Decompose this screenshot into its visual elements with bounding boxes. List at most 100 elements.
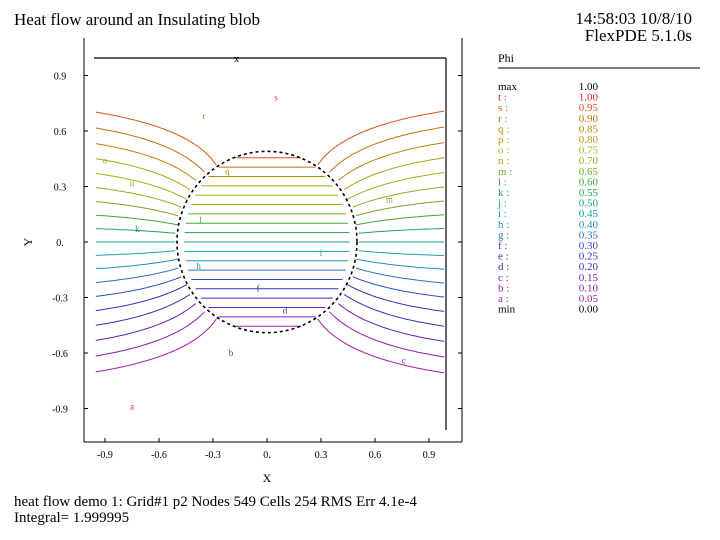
legend-level-label: p : <box>498 134 509 146</box>
legend-level-value: 0.35 <box>579 229 599 241</box>
legend-level-value: 0.05 <box>579 293 599 305</box>
contour-label-k: k <box>135 224 140 234</box>
legend-level-value: 0.95 <box>579 102 599 114</box>
contour-line-r <box>329 126 445 173</box>
contour-line-r <box>95 127 205 173</box>
x-tick-label: 0.6 <box>369 450 382 461</box>
legend-level-label: b : <box>498 282 509 294</box>
run-stamp: 14:58:03 10/8/10 FlexPDE 5.1.0s <box>575 10 692 44</box>
contour-label-h: h <box>196 261 201 271</box>
contour-line-i <box>95 250 176 256</box>
legend-level-value: 0.30 <box>579 240 599 252</box>
contour-line-m <box>355 200 445 217</box>
x-tick-label: -0.9 <box>97 450 113 461</box>
legend-level-value: 0.20 <box>579 261 599 273</box>
y-tick-label: -0.9 <box>52 405 68 416</box>
legend-level-value: 0.25 <box>579 251 599 263</box>
legend-level-value: 0.90 <box>579 113 599 125</box>
legend-level-label: i : <box>498 208 507 220</box>
contour-line-h <box>355 258 445 270</box>
contour-line-l <box>95 214 179 226</box>
contour-line-f <box>95 276 182 297</box>
contour-line-f <box>352 276 445 298</box>
software-version: FlexPDE 5.1.0s <box>584 26 692 45</box>
legend-level-label: d : <box>498 261 509 273</box>
legend-min-value: 0.00 <box>579 304 599 316</box>
legend-level-value: 0.45 <box>579 208 599 220</box>
contour-line-n <box>352 186 445 208</box>
integral-readout: Integral= 1.999995 <box>14 510 130 526</box>
contour-line-c <box>95 303 197 341</box>
legend-level-label: m : <box>498 166 512 178</box>
contour-line-c <box>337 303 445 342</box>
contour-line-o <box>346 172 445 200</box>
legend-level-label: o : <box>498 145 509 157</box>
contour-line-a <box>317 318 445 374</box>
x-tick-label: -0.6 <box>151 450 167 461</box>
legend-min-label: min <box>498 304 516 316</box>
contour-line-s <box>95 111 217 166</box>
legend-level-label: k : <box>498 187 509 199</box>
contour-label-f: f <box>257 283 260 293</box>
contour-label-s: s <box>274 93 278 103</box>
contour-line-k <box>95 228 176 234</box>
legend-level-label: s : <box>498 102 508 114</box>
contour-label-a: a <box>130 402 134 412</box>
y-tick-label: 0.9 <box>54 72 67 83</box>
contour-line-k <box>358 228 445 234</box>
contour-line-p <box>343 157 445 191</box>
legend-variable: Phi <box>498 51 515 65</box>
contour-line-b <box>329 311 445 358</box>
insulating-blob-boundary <box>176 150 358 334</box>
legend-level-label: f : <box>498 240 507 252</box>
legend-level-value: 0.85 <box>579 123 599 135</box>
legend-level-value: 1.00 <box>579 92 599 104</box>
y-axis-label: Y <box>21 237 35 246</box>
contour-line-m <box>95 201 179 217</box>
legend-level-label: t : <box>498 92 507 104</box>
contour-line-g <box>95 267 179 283</box>
legend-level-label: h : <box>498 219 509 231</box>
y-tick-label: 0. <box>56 238 64 249</box>
x-axis-label: X <box>263 471 272 485</box>
legend-level-label: n : <box>498 155 509 167</box>
contour-line-q <box>337 142 445 181</box>
contour-line-d <box>343 293 445 327</box>
legend-level-value: 0.65 <box>579 166 599 178</box>
legend-level-value: 0.80 <box>579 134 599 146</box>
legend-level-value: 0.10 <box>579 282 599 294</box>
y-tick-label: 0.3 <box>54 183 67 194</box>
chart-title: Heat flow around an Insulating blob <box>14 10 260 29</box>
contour-line-e <box>346 284 445 312</box>
contour-label-l: l <box>199 215 202 225</box>
contour-line-h <box>95 258 179 270</box>
contour-line-q <box>95 143 197 181</box>
legend-level-value: 0.15 <box>579 272 599 284</box>
run-info: heat flow demo 1: Grid#1 p2 Nodes 549 Ce… <box>14 494 417 510</box>
contour-line-n <box>95 187 182 208</box>
contour-label-n: n <box>130 178 135 188</box>
legend-level-value: 0.50 <box>579 198 599 210</box>
contour-label-r: r <box>203 111 206 121</box>
legend-level-value: 0.40 <box>579 219 599 231</box>
legend-level-label: j : <box>497 198 507 210</box>
x-tick-label: 0. <box>263 450 271 461</box>
legend-level-value: 0.70 <box>579 155 599 167</box>
x-tick-label: 0.9 <box>423 450 436 461</box>
contour-label-b: b <box>229 348 234 358</box>
contour-line-g <box>355 267 445 284</box>
legend-level-value: 0.75 <box>579 145 599 157</box>
legend-level-label: r : <box>498 113 507 125</box>
x-tick-label: 0.3 <box>315 450 328 461</box>
y-tick-label: 0.6 <box>54 127 67 138</box>
legend-level-label: e : <box>498 251 509 263</box>
contour-label-i: i <box>320 248 323 258</box>
contour-label-q: q <box>225 167 230 177</box>
contour-label-m: m <box>386 194 393 204</box>
contour-line-p <box>95 158 191 191</box>
legend-max-value: 1.00 <box>579 81 599 93</box>
contour-label-d: d <box>283 305 288 315</box>
legend-level-label: c : <box>498 272 509 284</box>
legend-level-label: q : <box>498 123 509 135</box>
